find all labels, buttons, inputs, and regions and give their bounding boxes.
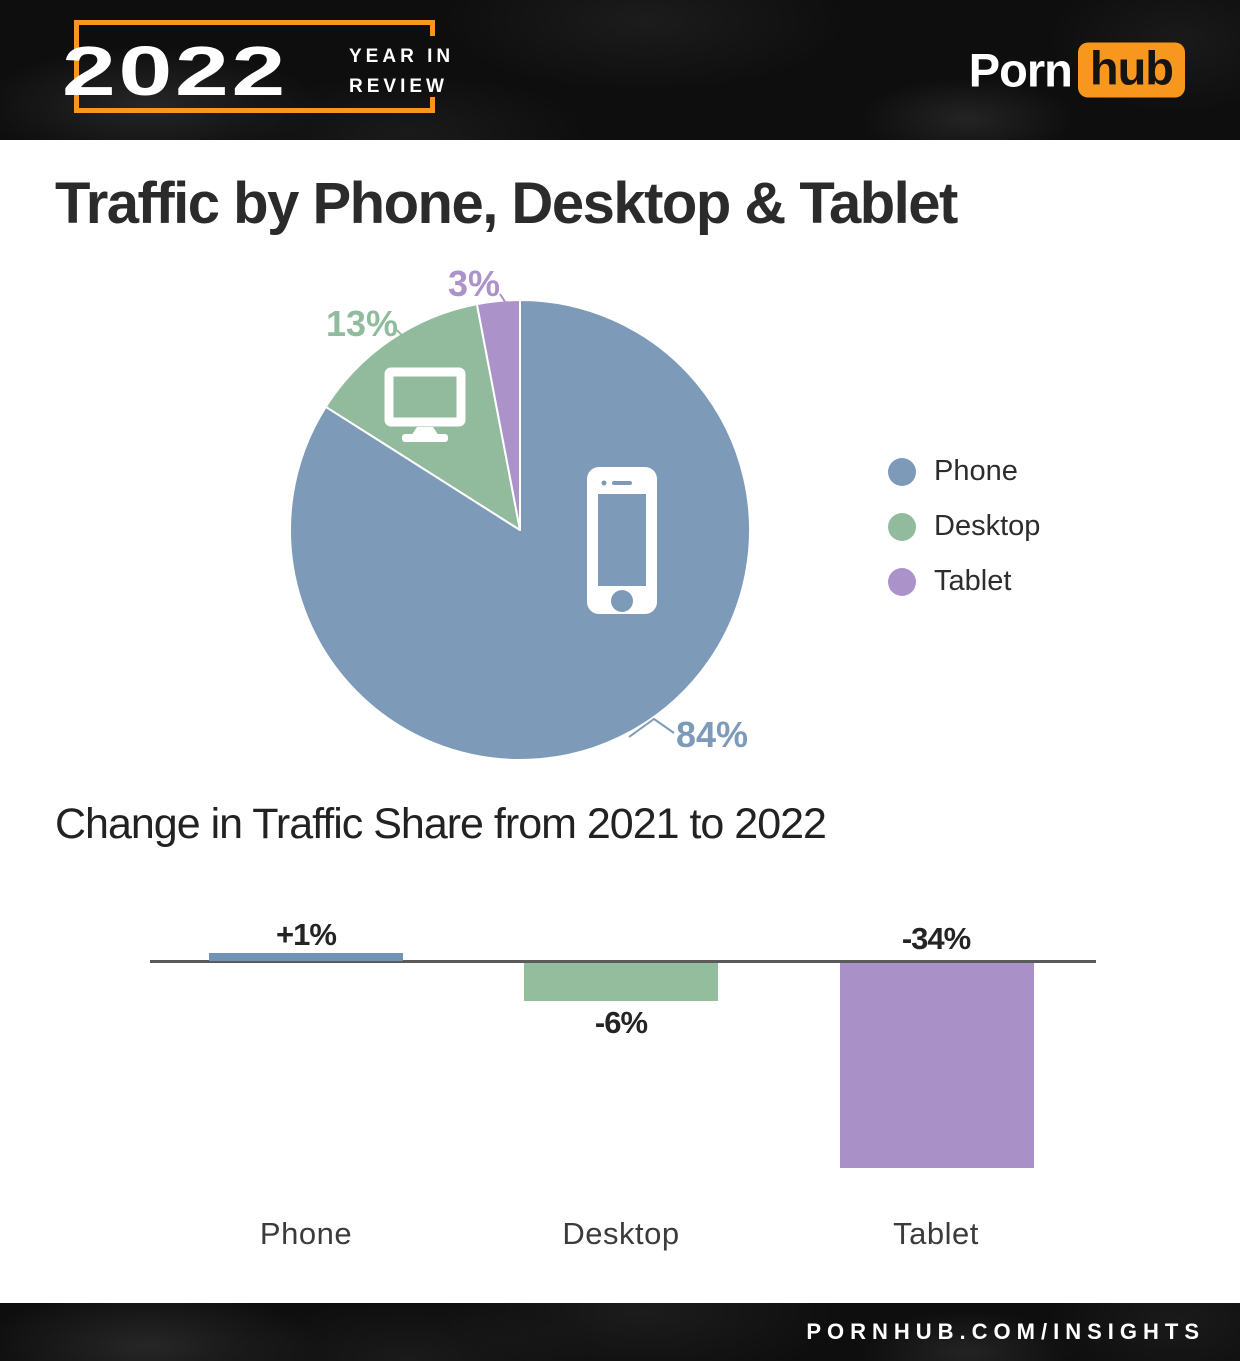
- bracket-right-top-stub: [430, 20, 435, 36]
- bar-category-desktop: Desktop: [562, 1216, 680, 1251]
- leader-line-phone: [628, 717, 675, 738]
- bar-desktop: [524, 963, 718, 1001]
- desktop-monitor-icon: [384, 367, 466, 442]
- footer-url: PORNHUB.COM/INSIGHTS: [806, 1319, 1205, 1344]
- bar-value-phone: +1%: [276, 917, 337, 952]
- tagline-line2: REVIEW: [349, 76, 448, 97]
- legend-item-desktop: Desktop: [888, 499, 1040, 554]
- pie-label-desktop: 13%: [326, 303, 398, 344]
- bar-chart-baseline: [150, 960, 1096, 963]
- tagline-line1: YEAR IN: [349, 46, 455, 67]
- leader-line-tablet: [499, 293, 512, 312]
- bracket-left-line: [74, 20, 79, 113]
- bracket-bottom-line: [74, 108, 435, 113]
- page-title: Traffic by Phone, Desktop & Tablet: [55, 171, 958, 236]
- leader-line-desktop: [396, 329, 416, 351]
- legend-dot-phone: [888, 457, 916, 486]
- pie-label-phone: 84%: [676, 714, 748, 755]
- legend-label-phone: Phone: [934, 455, 1018, 487]
- section-title: Change in Traffic Share from 2021 to 202…: [55, 800, 827, 848]
- legend-item-phone: Phone: [888, 444, 1040, 499]
- pornhub-logo-text-hub: hub: [1077, 42, 1185, 98]
- header-bar: 2022 YEAR IN REVIEW Porn hub: [0, 0, 1240, 140]
- year-tagline: YEAR IN REVIEW: [349, 42, 454, 102]
- pie-legend: Phone Desktop Tablet: [888, 444, 1040, 609]
- bar-value-tablet: -34%: [901, 921, 971, 956]
- pornhub-logo: Porn hub: [968, 42, 1185, 98]
- bar-category-phone: Phone: [259, 1216, 353, 1251]
- pornhub-logo-text-porn: Porn: [968, 43, 1073, 97]
- year-text: 2022: [62, 32, 288, 110]
- pie-chart: 3% 13% 84%: [289, 263, 752, 761]
- bar-value-desktop: -6%: [594, 1005, 648, 1040]
- bar-category-tablet: Tablet: [893, 1216, 979, 1251]
- legend-label-tablet: Tablet: [934, 565, 1012, 597]
- bar-tablet: [840, 963, 1034, 1168]
- smartphone-icon: [587, 467, 657, 614]
- bar-phone: [209, 953, 403, 961]
- pie-slice-desktop: [324, 303, 521, 531]
- legend-dot-tablet: [888, 567, 916, 596]
- pie-label-tablet: 3%: [448, 263, 500, 304]
- pie-slice-tablet: [475, 299, 521, 531]
- legend-dot-desktop: [888, 512, 916, 541]
- bracket-right-bottom-stub: [430, 97, 435, 113]
- legend-item-tablet: Tablet: [888, 554, 1040, 609]
- footer-bar: PORNHUB.COM/INSIGHTS: [0, 1303, 1240, 1361]
- bracket-top-line: [74, 20, 435, 25]
- legend-label-desktop: Desktop: [934, 510, 1041, 542]
